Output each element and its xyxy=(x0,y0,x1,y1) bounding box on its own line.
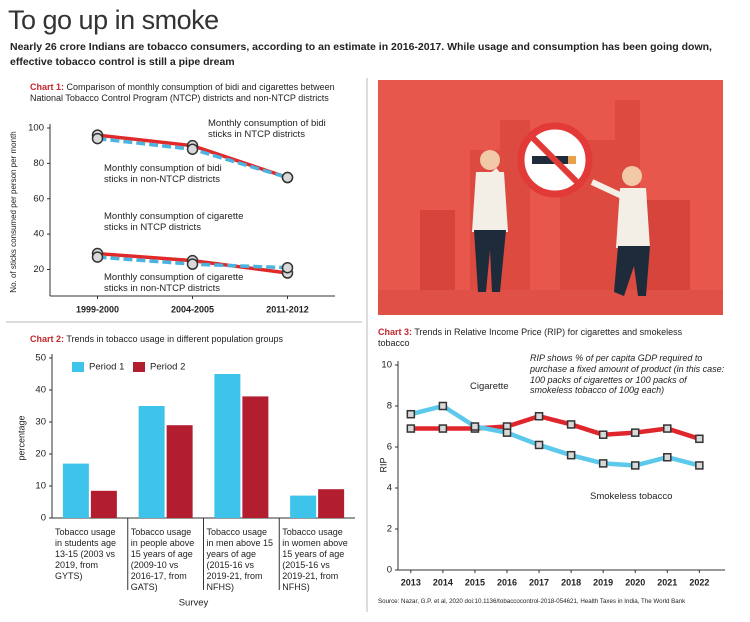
marker xyxy=(534,440,544,450)
x-tick-label: 2013 xyxy=(401,577,421,587)
chart-label: Chart 2: xyxy=(30,334,65,344)
x-tick-label: 2018 xyxy=(561,577,581,587)
marker xyxy=(186,143,199,155)
y-tick-label: 0 xyxy=(387,565,392,576)
marker xyxy=(406,424,416,433)
x-tick-label: 1999-2000 xyxy=(76,304,119,314)
y-axis-label: RIP xyxy=(378,457,388,472)
marker xyxy=(91,251,104,263)
series-label: Monthly consumption of cigarette sticks … xyxy=(104,211,244,234)
x-tick-label: Tobacco usage in students age 13-15 (200… xyxy=(55,527,117,581)
marker xyxy=(438,424,448,433)
x-tick-label: 2017 xyxy=(529,577,549,587)
bar xyxy=(290,495,317,518)
x-tick-label: 2011-2012 xyxy=(266,304,309,314)
legend-swatch xyxy=(133,362,145,372)
bar xyxy=(138,406,165,518)
marker xyxy=(663,424,672,433)
y-tick-label: 20 xyxy=(35,449,46,460)
bar xyxy=(318,489,345,518)
marker xyxy=(502,428,512,437)
chart-title: Comparison of monthly consumption of bid… xyxy=(30,82,335,103)
series-label: Monthly consumption of bidi sticks in NT… xyxy=(208,118,326,141)
series-label: Monthly consumption of cigarette sticks … xyxy=(104,272,244,295)
page-subtitle: Nearly 26 crore Indians are tobacco cons… xyxy=(10,41,712,68)
y-tick-label: 10 xyxy=(381,360,392,371)
marker xyxy=(695,434,704,444)
x-tick-label: 2022 xyxy=(689,577,709,587)
marker xyxy=(534,412,544,421)
x-tick-label: Tobacco usage in people above 15 years o… xyxy=(130,527,195,592)
legend-label: Period 2 xyxy=(150,362,185,373)
page-title: To go up in smoke xyxy=(8,5,219,35)
series-label: Cigarette xyxy=(470,381,509,392)
x-tick-label: 2014 xyxy=(433,577,453,587)
y-tick-label: 4 xyxy=(387,483,392,494)
bar xyxy=(214,374,241,518)
y-tick-label: 40 xyxy=(35,385,46,396)
marker xyxy=(186,258,199,270)
x-tick-label: 2020 xyxy=(625,577,645,587)
marker xyxy=(281,261,294,274)
series-label: Smokeless tobacco xyxy=(590,491,673,502)
y-tick-label: 40 xyxy=(33,229,44,240)
bar xyxy=(242,396,269,518)
x-tick-label: 2019 xyxy=(593,577,613,587)
x-tick-label: 2015 xyxy=(465,577,485,587)
y-tick-label: 10 xyxy=(35,481,46,492)
chart-heading: Chart 3: Trends in Relative Income Price… xyxy=(378,327,698,349)
series-label: Monthly consumption of bidi sticks in no… xyxy=(104,163,222,186)
marker xyxy=(695,461,704,470)
marker xyxy=(406,409,416,419)
marker xyxy=(598,430,608,439)
y-tick-label: 80 xyxy=(33,158,44,169)
y-tick-label: 100 xyxy=(28,123,44,134)
annotation: RIP shows % of per capita GDP required t… xyxy=(530,353,725,396)
chart-label: Chart 1: xyxy=(30,82,65,92)
marker xyxy=(566,420,576,429)
marker xyxy=(630,461,640,470)
bar xyxy=(166,425,193,518)
marker xyxy=(663,453,672,462)
marker xyxy=(470,422,480,431)
y-tick-label: 30 xyxy=(35,417,46,428)
x-tick-label: Tobacco usage in women above 15 years of… xyxy=(282,527,348,592)
marker xyxy=(438,401,448,411)
illustration xyxy=(378,80,723,315)
y-tick-label: 20 xyxy=(33,264,44,275)
y-tick-label: 0 xyxy=(41,513,46,524)
chart-label: Chart 3: xyxy=(378,327,413,337)
marker xyxy=(598,459,608,468)
y-tick-label: 6 xyxy=(387,442,392,453)
bar xyxy=(90,490,117,518)
source: Source: Nazar, G.P. et al, 2020 doi:10.1… xyxy=(378,598,686,605)
x-tick-label: 2021 xyxy=(657,577,677,587)
marker xyxy=(630,428,640,437)
chart-title: Trends in tobacco usage in different pop… xyxy=(66,334,284,344)
marker xyxy=(281,171,294,184)
legend-swatch xyxy=(72,362,84,372)
marker xyxy=(91,132,104,145)
x-tick-label: 2004-2005 xyxy=(171,304,214,314)
chart-heading: Chart 1: Comparison of monthly consumpti… xyxy=(30,82,360,104)
chart-heading: Chart 2: Trends in tobacco usage in diff… xyxy=(30,334,360,345)
y-tick-label: 50 xyxy=(35,353,46,364)
x-tick-label: 2016 xyxy=(497,577,517,587)
x-axis-label: Survey xyxy=(179,598,209,609)
x-tick-label: Tobacco usage in men above 15 years of a… xyxy=(206,527,274,592)
bar xyxy=(62,463,89,518)
y-axis-label: percentage xyxy=(16,415,26,460)
chart-title: Trends in Relative Income Price (RIP) fo… xyxy=(378,327,683,348)
line-series xyxy=(410,413,701,441)
y-axis-label: No. of sticks consumed per person per mo… xyxy=(9,131,18,292)
y-tick-label: 8 xyxy=(387,401,392,412)
y-tick-label: 2 xyxy=(387,524,392,535)
line-series xyxy=(410,403,700,468)
legend-label: Period 1 xyxy=(89,362,124,373)
marker xyxy=(566,450,576,460)
y-tick-label: 60 xyxy=(33,193,44,204)
